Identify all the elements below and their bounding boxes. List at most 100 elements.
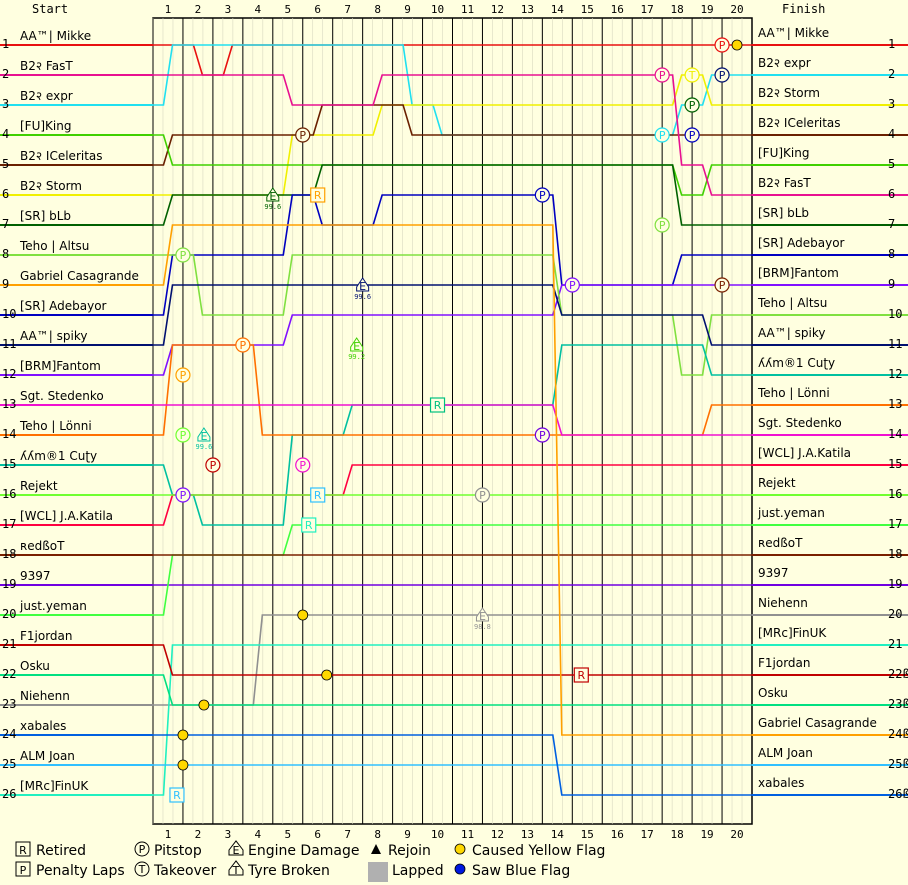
- lap-label-top: 10: [431, 3, 444, 16]
- start-position-label: 4: [2, 127, 9, 141]
- svg-text:P: P: [719, 69, 726, 82]
- event-marker-P: P: [175, 367, 191, 383]
- finish-driver-name: [WCL] J.A.Katila: [758, 446, 851, 460]
- svg-text:P: P: [180, 369, 187, 382]
- event-marker-P: P: [295, 127, 311, 143]
- start-position-label: 7: [2, 217, 9, 231]
- finish-driver-name: ALM Joan: [758, 746, 813, 760]
- event-marker-P: P: [654, 127, 670, 143]
- finish-position-label: 10: [888, 307, 902, 321]
- lap-label-top: 14: [551, 3, 565, 16]
- axis-labels: Start Finish 112233445566778899101011111…: [2, 2, 908, 841]
- finish-position-label: 12: [888, 367, 902, 381]
- lap-label-top: 13: [521, 3, 534, 16]
- legend-label: Penalty Laps: [36, 863, 125, 879]
- start-position-label: 13: [2, 397, 16, 411]
- legend-label: Tyre Broken: [247, 863, 330, 879]
- lap-label-top: 16: [611, 3, 624, 16]
- legend-item: T Takeover: [134, 861, 216, 879]
- lap-label-top: 17: [641, 3, 654, 16]
- finish-position-label: 13: [888, 397, 902, 411]
- lap-label-bottom: 10: [431, 828, 444, 841]
- legend-item: P Penalty Laps: [15, 861, 125, 879]
- lap-label-top: 2: [195, 3, 202, 16]
- event-marker-Y: [177, 759, 189, 771]
- svg-text:P: P: [539, 429, 546, 442]
- finish-position-label: 9: [888, 277, 895, 291]
- finish-position-label: 18: [888, 547, 902, 561]
- svg-text:R: R: [305, 519, 313, 532]
- start-position-label: 17: [2, 517, 16, 531]
- event-marker-T: T: [684, 67, 700, 83]
- lap-label-top: 5: [284, 3, 291, 16]
- finish-driver-name: Sgt. Stedenko: [758, 416, 842, 430]
- driver-position-line: [153, 74, 752, 196]
- start-driver-name: F1jordan: [20, 629, 73, 643]
- start-position-label: 12: [2, 367, 16, 381]
- svg-text:E: E: [233, 844, 240, 857]
- finish-driver-name: xabales: [758, 776, 804, 790]
- event-marker-P: P: [295, 457, 311, 473]
- svg-text:R: R: [19, 844, 27, 857]
- lap-label-top: 4: [255, 3, 262, 16]
- svg-text:P: P: [180, 489, 187, 502]
- start-position-label: 16: [2, 487, 16, 501]
- svg-text:R: R: [314, 189, 322, 202]
- event-marker-R: R: [301, 517, 317, 533]
- svg-text:P: P: [719, 39, 726, 52]
- svg-text:P: P: [659, 129, 666, 142]
- svg-text:E: E: [479, 610, 486, 623]
- finish-driver-name: F1jordan: [758, 656, 811, 670]
- legend-item: R Retired: [15, 841, 86, 859]
- svg-text:P: P: [139, 843, 146, 856]
- lap-label-top: 15: [581, 3, 594, 16]
- finish-driver-name: Osku: [758, 686, 788, 700]
- finish-driver-name: [FU]King: [758, 146, 809, 160]
- event-marker-E: E99.6: [195, 427, 212, 451]
- lap-label-bottom: 20: [730, 828, 743, 841]
- engine-damage-value: 99.6: [354, 293, 371, 301]
- start-driver-name: Teho | Altsu: [19, 239, 89, 253]
- start-driver-name: B2२ expr: [20, 89, 73, 103]
- start-position-label: 24: [2, 727, 16, 741]
- event-marker-E: E99.6: [354, 277, 371, 301]
- start-driver-name: AA™| spiky: [20, 329, 87, 343]
- legend-item: E Engine Damage: [228, 840, 360, 859]
- event-marker-Y: [198, 699, 210, 711]
- svg-text:R: R: [173, 789, 181, 802]
- driver-position-line: [153, 284, 752, 346]
- svg-text:T: T: [138, 863, 146, 876]
- finish-driver-name: Teho | Lönni: [757, 386, 830, 400]
- start-driver-name: [SR] bLb: [20, 209, 71, 223]
- start-position-label: 26: [2, 787, 16, 801]
- finish-driver-name: ʀedßoT: [758, 536, 803, 550]
- start-driver-name: Niehenn: [20, 689, 70, 703]
- start-position-label: 19: [2, 577, 16, 591]
- lap-label-top: 20: [730, 3, 743, 16]
- svg-text:R: R: [314, 489, 322, 502]
- start-position-label: 8: [2, 247, 9, 261]
- start-driver-name: [BRM]Fantom: [20, 359, 101, 373]
- finish-position-label: 1: [888, 37, 895, 51]
- finish-position-label: 15: [888, 457, 902, 471]
- lap-label-bottom: 2: [195, 828, 202, 841]
- start-position-label: 25: [2, 757, 16, 771]
- finish-position-label: 16: [888, 487, 902, 501]
- legend-label: Engine Damage: [248, 843, 360, 859]
- start-header: Start: [32, 2, 68, 16]
- finish-position-label: 23ß: [888, 697, 908, 711]
- legend-item: Saw Blue Flag: [454, 863, 570, 879]
- svg-text:P: P: [689, 129, 696, 142]
- driver-position-line: [153, 644, 752, 796]
- svg-text:P: P: [180, 429, 187, 442]
- finish-driver-name: Niehenn: [758, 596, 808, 610]
- lap-label-top: 3: [225, 3, 232, 16]
- finish-position-label: 14: [888, 427, 902, 441]
- legend-item: Rejoin: [371, 843, 431, 859]
- lap-label-bottom: 8: [374, 828, 381, 841]
- event-marker-R: R: [310, 487, 326, 503]
- finish-position-label: 24ß: [888, 727, 908, 741]
- legend-label: Pitstop: [154, 843, 202, 859]
- driver-position-line: [153, 404, 752, 436]
